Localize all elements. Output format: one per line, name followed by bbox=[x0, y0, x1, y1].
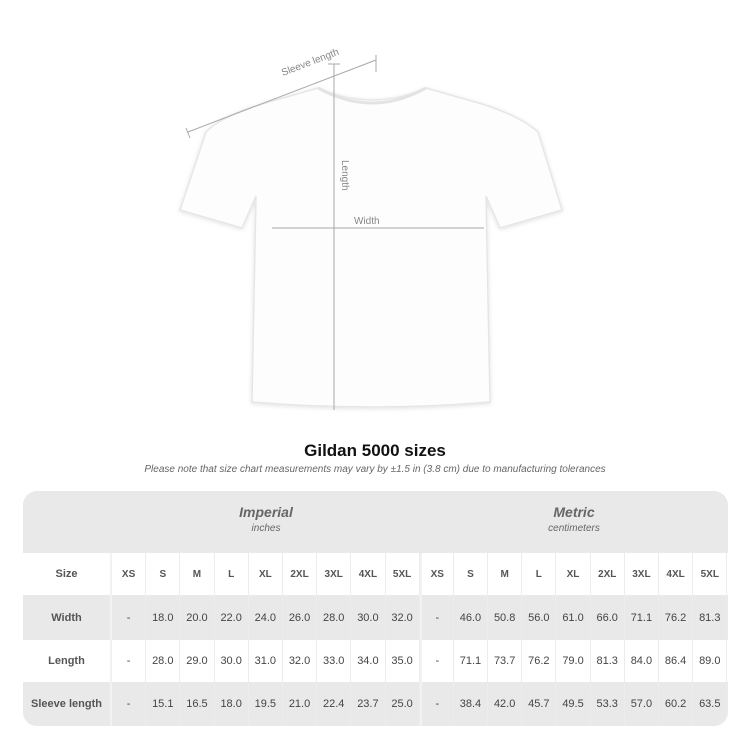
imperial-cell: 33.0 bbox=[317, 640, 352, 682]
table-row: Length -28.0 29.0 30.0 31.0 32.0 33.0 34.0 35.0-… bbox=[23, 640, 728, 682]
imperial-cell: 22.4 bbox=[317, 682, 352, 726]
imperial-cell: 15.1 bbox=[146, 682, 181, 726]
imperial-cell: - bbox=[112, 682, 147, 726]
imperial-cell: 18.0 bbox=[146, 595, 181, 640]
metric-cell: 61.0 bbox=[556, 595, 591, 640]
size-header-cell: M bbox=[488, 553, 523, 595]
metric-title: Metric bbox=[553, 504, 595, 520]
length-label: Length bbox=[339, 160, 350, 191]
table-row: Width -18.0 20.0 22.0 24.0 26.0 28.0 30.0 32.0-4… bbox=[23, 595, 728, 640]
metric-cell: - bbox=[419, 682, 454, 726]
metric-cell: 71.1 bbox=[625, 595, 659, 640]
size-header-cell: 3XL bbox=[317, 553, 352, 595]
size-table: Imperial inches Metric centimeters Size X… bbox=[23, 491, 728, 726]
size-header-cell: L bbox=[215, 553, 249, 595]
imperial-cell: 35.0 bbox=[386, 640, 420, 682]
measure-lines bbox=[185, 55, 484, 410]
size-header-cell: 5XL bbox=[693, 553, 728, 595]
size-header-row: Size XS S M L XL 2XL 3XL 4XL 5XL XS S M L XL 2XL 3XL 4XL 5… bbox=[23, 553, 728, 595]
size-header-cell: 4XL bbox=[659, 553, 694, 595]
imperial-cell: 28.0 bbox=[146, 640, 181, 682]
metric-cell: 71.1 bbox=[454, 640, 489, 682]
metric-cell: 73.7 bbox=[488, 640, 523, 682]
size-header-cell: 2XL bbox=[591, 553, 625, 595]
imperial-cell: 23.7 bbox=[351, 682, 386, 726]
table-row: Sleeve length -15.1 16.5 18.0 19.5 21.0 22.4 23… bbox=[23, 682, 728, 726]
imperial-cell: 30.0 bbox=[351, 595, 386, 640]
metric-cell: - bbox=[419, 595, 454, 640]
metric-cell: 45.7 bbox=[522, 682, 557, 726]
size-header-cell: 5XL bbox=[386, 553, 420, 595]
tolerance-note: Please note that size chart measurements… bbox=[144, 464, 606, 475]
metric-cell: 50.8 bbox=[488, 595, 523, 640]
tshirt-image bbox=[179, 87, 563, 408]
metric-cell: 49.5 bbox=[556, 682, 591, 726]
imperial-cell: 22.0 bbox=[215, 595, 249, 640]
metric-cell: - bbox=[419, 640, 454, 682]
metric-cell: 56.0 bbox=[522, 595, 557, 640]
imperial-cell: - bbox=[112, 640, 147, 682]
imperial-cell: 21.0 bbox=[283, 682, 318, 726]
imperial-cell: 32.0 bbox=[283, 640, 318, 682]
metric-cell: 46.0 bbox=[454, 595, 489, 640]
imperial-cell: 26.0 bbox=[283, 595, 318, 640]
row-label: Size bbox=[23, 553, 112, 595]
size-header-cell: XS bbox=[112, 553, 147, 595]
imperial-cell: 24.0 bbox=[249, 595, 283, 640]
size-header-cell: 3XL bbox=[625, 553, 659, 595]
metric-cell: 63.5 bbox=[693, 682, 728, 726]
imperial-cell: 16.5 bbox=[180, 682, 215, 726]
sleeve-length-label: Sleeve length bbox=[280, 47, 341, 79]
metric-unit: centimeters bbox=[548, 523, 600, 534]
metric-cell: 66.0 bbox=[591, 595, 625, 640]
size-header-cell: S bbox=[454, 553, 489, 595]
metric-cell: 60.2 bbox=[659, 682, 694, 726]
imperial-cell: 31.0 bbox=[249, 640, 283, 682]
imperial-cell: - bbox=[112, 595, 147, 640]
metric-cell: 57.0 bbox=[625, 682, 659, 726]
imperial-cell: 25.0 bbox=[386, 682, 420, 726]
size-header-cell: XL bbox=[556, 553, 591, 595]
row-label: Sleeve length bbox=[23, 682, 112, 726]
size-header-cell: L bbox=[522, 553, 557, 595]
imperial-cell: 34.0 bbox=[351, 640, 386, 682]
imperial-cell: 32.0 bbox=[386, 595, 420, 640]
size-header-cell: XL bbox=[249, 553, 283, 595]
size-header-cell: XS bbox=[419, 553, 454, 595]
imperial-cell: 20.0 bbox=[180, 595, 215, 640]
row-label: Width bbox=[23, 595, 112, 640]
metric-header: Metric centimeters bbox=[420, 491, 728, 553]
metric-cell: 86.4 bbox=[659, 640, 694, 682]
metric-cell: 84.0 bbox=[625, 640, 659, 682]
tshirt-diagram: Sleeve length Length Width bbox=[179, 47, 563, 410]
metric-cell: 42.0 bbox=[488, 682, 523, 726]
imperial-title: Imperial bbox=[239, 504, 293, 520]
imperial-unit: inches bbox=[251, 523, 281, 534]
metric-cell: 79.0 bbox=[556, 640, 591, 682]
imperial-cell: 29.0 bbox=[180, 640, 215, 682]
metric-cell: 81.3 bbox=[591, 640, 625, 682]
page-title: Gildan 5000 sizes bbox=[304, 441, 446, 460]
size-header-cell: 4XL bbox=[351, 553, 386, 595]
imperial-cell: 30.0 bbox=[215, 640, 249, 682]
imperial-cell: 18.0 bbox=[215, 682, 249, 726]
size-header-cell: S bbox=[146, 553, 181, 595]
metric-cell: 89.0 bbox=[693, 640, 728, 682]
imperial-cell: 19.5 bbox=[249, 682, 283, 726]
width-label: Width bbox=[354, 216, 380, 227]
imperial-header: Imperial inches bbox=[112, 491, 420, 553]
imperial-cell: 28.0 bbox=[317, 595, 352, 640]
size-header-cell: 2XL bbox=[283, 553, 318, 595]
metric-cell: 81.3 bbox=[693, 595, 728, 640]
size-header-cell: M bbox=[180, 553, 215, 595]
metric-cell: 53.3 bbox=[591, 682, 625, 726]
metric-cell: 38.4 bbox=[454, 682, 489, 726]
metric-cell: 76.2 bbox=[522, 640, 557, 682]
row-label: Length bbox=[23, 640, 112, 682]
metric-cell: 76.2 bbox=[659, 595, 694, 640]
